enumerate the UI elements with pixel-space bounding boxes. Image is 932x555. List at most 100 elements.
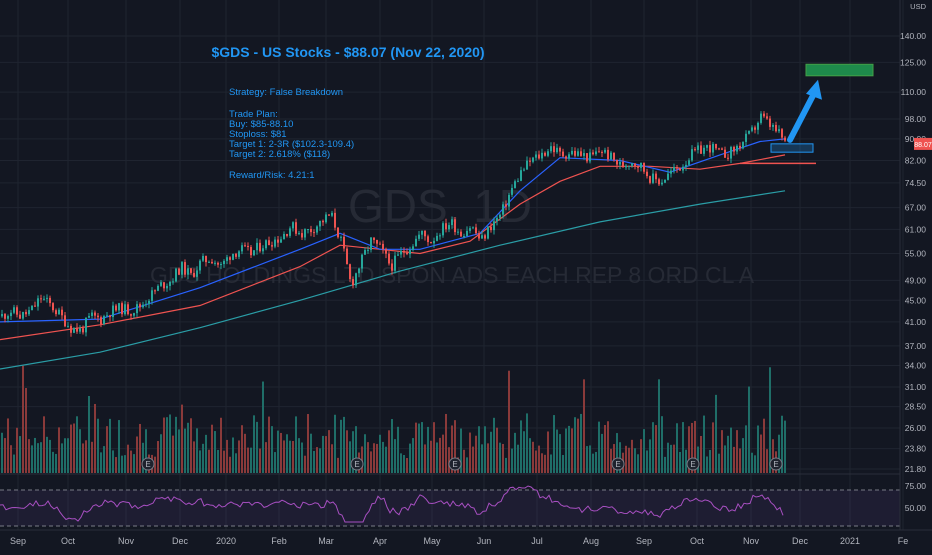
- volume-bar: [754, 455, 756, 473]
- candle-body: [100, 317, 102, 325]
- candle-body: [580, 151, 582, 156]
- volume-bar: [292, 441, 294, 473]
- candle-body: [724, 149, 726, 158]
- candle-body: [244, 245, 246, 247]
- volume-bar: [385, 446, 387, 473]
- candle-body: [613, 152, 615, 160]
- candle-body: [526, 160, 528, 170]
- earnings-marker: [769, 457, 783, 471]
- candle-body: [559, 147, 561, 152]
- volume-bar: [649, 439, 651, 473]
- candle-body: [196, 270, 198, 277]
- volume-bar: [433, 422, 435, 473]
- candle-body: [259, 242, 261, 252]
- candle-body: [592, 152, 594, 155]
- volume-bar: [247, 447, 249, 473]
- target-zone-box: [805, 63, 874, 77]
- volume-bar: [43, 416, 45, 473]
- candle-body: [355, 273, 357, 286]
- volume-bar: [607, 421, 609, 473]
- candle-body: [4, 314, 6, 319]
- volume-bar: [604, 425, 606, 473]
- volume-bar: [769, 367, 771, 473]
- candle-body: [10, 312, 12, 317]
- volume-bar: [472, 446, 474, 473]
- candle-body: [142, 304, 144, 308]
- candle-body: [172, 281, 174, 283]
- volume-bar: [214, 431, 216, 473]
- volume-bar: [511, 448, 513, 473]
- candle-body: [181, 262, 183, 275]
- candle-body: [502, 204, 504, 215]
- annotation-line: Reward/Risk: 4.21:1: [229, 170, 315, 181]
- rsi-line: [0, 485, 784, 523]
- candle-body: [727, 157, 729, 159]
- volume-bar: [76, 416, 78, 473]
- time-axis-label: 2020: [216, 536, 236, 546]
- volume-bar: [145, 429, 147, 473]
- candle-body: [433, 240, 435, 244]
- candle-body: [280, 239, 282, 243]
- candle-body: [595, 151, 597, 155]
- candle-body: [52, 303, 54, 311]
- earnings-marker-label: E: [615, 460, 620, 469]
- price-axis-label: 37.00: [905, 341, 927, 351]
- volume-bar: [112, 450, 114, 473]
- volume-bar: [589, 445, 591, 473]
- earnings-marker: [448, 457, 462, 471]
- volume-bar: [325, 436, 327, 473]
- candle-body: [283, 233, 285, 240]
- time-axis-label: Nov: [118, 536, 135, 546]
- volume-bar: [64, 438, 66, 473]
- candle-body: [295, 222, 297, 234]
- candle-body: [34, 305, 36, 307]
- candle-body: [418, 234, 420, 239]
- price-axis-label: 61.00: [905, 224, 927, 234]
- volume-bar: [16, 427, 18, 473]
- volume-bar: [772, 439, 774, 473]
- candle-body: [394, 255, 396, 271]
- volume-bar: [556, 429, 558, 473]
- earnings-marker-label: E: [690, 460, 695, 469]
- candle-body: [544, 152, 546, 156]
- volume-bar: [307, 414, 309, 473]
- volume-bar: [427, 426, 429, 473]
- candle-body: [730, 146, 732, 159]
- candle-body: [94, 312, 96, 316]
- volume-bar: [334, 414, 336, 473]
- candle-body: [139, 304, 141, 308]
- volume-bar: [223, 450, 225, 473]
- volume-bar: [4, 438, 6, 473]
- candle-body: [256, 242, 258, 251]
- volume-bar: [454, 420, 456, 473]
- volume-bar: [61, 443, 63, 473]
- volume-bar: [22, 365, 24, 473]
- candle-body: [214, 262, 216, 264]
- volume-bar: [265, 442, 267, 473]
- volume-bar: [445, 413, 447, 473]
- volume-bar: [553, 415, 555, 473]
- candle-body: [319, 220, 321, 227]
- volume-bar: [595, 451, 597, 473]
- candle-body: [271, 245, 273, 247]
- candle-body: [274, 239, 276, 247]
- time-axis-label: Aug: [583, 536, 599, 546]
- candle-body: [43, 298, 45, 300]
- candle-body: [721, 148, 723, 150]
- volume-bar: [85, 440, 87, 473]
- candle-body: [442, 223, 444, 236]
- candle-body: [175, 268, 177, 282]
- volume-bar: [97, 418, 99, 473]
- volume-bar: [652, 422, 654, 473]
- candle-body: [667, 173, 669, 180]
- candle-body: [184, 262, 186, 275]
- candle-body: [223, 260, 225, 265]
- candle-body: [472, 227, 474, 229]
- candle-body: [697, 145, 699, 150]
- volume-bar: [670, 444, 672, 473]
- candle-body: [328, 214, 330, 216]
- watermark-company: GDS HOLDINGS LTD SPON ADS EACH REP 8 ORD…: [150, 262, 755, 288]
- price-axis-label: 41.00: [905, 317, 927, 327]
